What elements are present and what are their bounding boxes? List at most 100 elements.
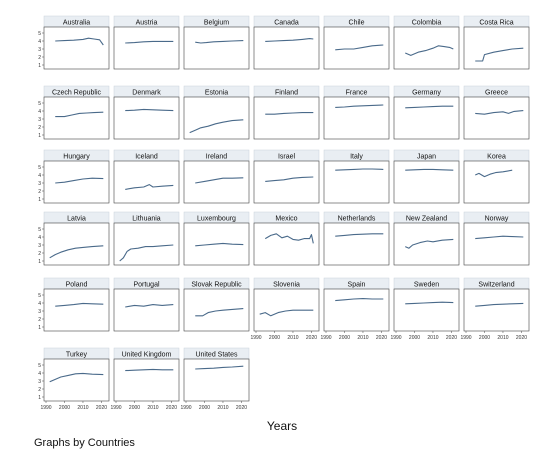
plot-frame [43, 26, 110, 70]
y-tick-label: 2 [38, 55, 41, 61]
series-line [195, 177, 244, 184]
x-tick-label: 2000 [479, 335, 490, 341]
panel-title: United States [195, 352, 238, 359]
series-line [475, 302, 524, 307]
series-line [405, 168, 454, 171]
panel-title: France [346, 90, 368, 97]
x-tick-label: 2000 [339, 335, 350, 341]
x-tick-label: 2000 [59, 405, 70, 411]
plot-frame [323, 96, 390, 140]
panel: Colombia [393, 15, 460, 70]
plot-frame [183, 160, 250, 204]
panel: France [323, 85, 390, 140]
panel: Costa Rica [463, 15, 530, 70]
panel-title: Denmark [132, 90, 161, 97]
footer-note: Graphs by Countries [34, 437, 135, 449]
series-line [49, 372, 104, 383]
panel: Japan [393, 149, 460, 204]
plot-frame [43, 222, 110, 266]
series-line [475, 110, 524, 115]
x-tick-label: 1990 [250, 335, 261, 341]
x-tick-label: 2000 [269, 335, 280, 341]
y-tick-label: 1 [38, 63, 41, 69]
plot-frame [113, 288, 180, 332]
plot-frame [183, 26, 250, 70]
panels-group: Australia 1 2 3 4 5 Austria Belgium Canada Chile C… [38, 15, 530, 411]
panel: Ireland [183, 149, 250, 204]
x-tick-label: 2020 [376, 335, 387, 341]
y-tick-label: 2 [38, 125, 41, 131]
plot-frame [393, 160, 460, 204]
y-tick-label: 3 [38, 379, 41, 385]
plot-frame [463, 160, 530, 204]
series-line [119, 244, 174, 262]
panel: Switzerland 1990 2000 2010 2020 [460, 277, 530, 341]
y-tick-label: 4 [38, 39, 41, 45]
panel-title: Chile [349, 20, 365, 27]
panel-title: Lithuania [132, 216, 161, 223]
plot-frame [463, 222, 530, 266]
panel: Poland 1 2 3 4 5 [38, 277, 110, 332]
panel-title: Finland [275, 90, 298, 97]
plot-frame [113, 96, 180, 140]
x-axis-label: Years [267, 419, 297, 433]
x-tick-label: 2000 [409, 335, 420, 341]
y-tick-label: 3 [38, 47, 41, 53]
panel-title: Korea [487, 154, 506, 161]
series-line [259, 309, 314, 317]
plot-frame [43, 96, 110, 140]
x-tick-label: 2010 [497, 335, 508, 341]
plot-frame [253, 222, 320, 266]
panel-title: Greece [485, 90, 508, 97]
series-line [55, 302, 104, 307]
panel: Finland [253, 85, 320, 140]
panel: Australia 1 2 3 4 5 [38, 15, 110, 70]
panel-title: Italy [350, 154, 363, 161]
series-line [335, 104, 384, 108]
panel-title: Colombia [412, 20, 442, 27]
series-line [195, 40, 244, 44]
y-tick-label: 1 [38, 197, 41, 203]
panel-title: Spain [348, 282, 366, 289]
panel: Austria [113, 15, 180, 70]
panel: Czech Republic 1 2 3 4 5 [38, 85, 110, 140]
plot-frame [253, 160, 320, 204]
plot-frame [253, 26, 320, 70]
series-line [335, 44, 384, 51]
panel: Lithuania [113, 211, 180, 266]
panel-title: Netherlands [338, 216, 376, 223]
plot-frame [43, 160, 110, 204]
panel-title: Czech Republic [52, 90, 102, 97]
y-tick-label: 2 [38, 189, 41, 195]
panel-title: Sweden [414, 282, 439, 289]
plot-frame [393, 96, 460, 140]
y-tick-label: 2 [38, 251, 41, 257]
panel: Estonia [183, 85, 250, 140]
plot-frame [463, 26, 530, 70]
plot-frame [323, 288, 390, 332]
x-tick-label: 2010 [77, 405, 88, 411]
panel: Korea [463, 149, 530, 204]
plot-frame [113, 160, 180, 204]
series-line [335, 298, 384, 302]
y-tick-label: 5 [38, 165, 41, 171]
plot-frame [183, 358, 250, 402]
panel: Latvia 1 2 3 4 5 [38, 211, 110, 266]
series-line [125, 108, 174, 112]
x-tick-label: 2010 [147, 405, 158, 411]
plot-frame [323, 160, 390, 204]
panel: Mexico [253, 211, 320, 266]
plot-frame [393, 288, 460, 332]
panel-title: Switzerland [478, 282, 514, 289]
panel-title: Australia [63, 20, 90, 27]
panel-title: United Kingdom [122, 352, 172, 359]
series-line [195, 242, 244, 247]
series-line [125, 304, 174, 308]
panel: Turkey 1 2 3 4 5 1990 2000 2010 2020 [38, 347, 110, 411]
series-line [125, 40, 174, 44]
y-tick-label: 3 [38, 181, 41, 187]
panel: United States 1990 2000 2010 2020 [180, 347, 250, 411]
series-line [335, 233, 384, 237]
series-line [475, 169, 513, 178]
